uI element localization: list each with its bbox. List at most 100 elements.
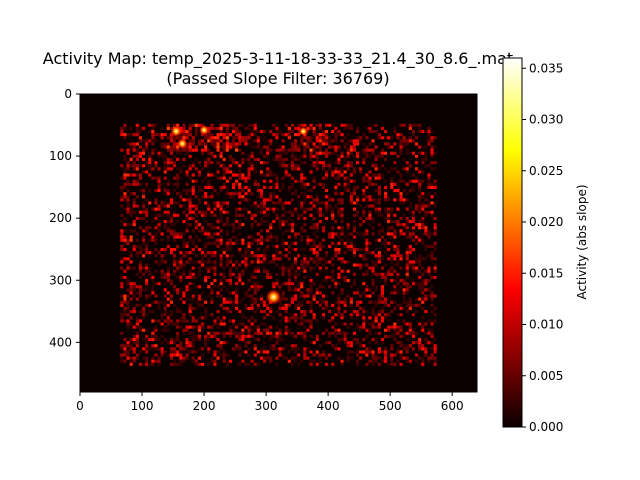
heatmap-cell [269,313,273,317]
heatmap-cell [123,167,127,171]
heatmap-cell [287,235,291,239]
heatmap-cell [287,201,291,205]
heatmap-cell [309,207,313,211]
heatmap-cell [182,254,186,258]
heatmap-cell [222,145,226,149]
heatmap-cell [328,232,332,236]
heatmap-cell [191,173,195,177]
heatmap-cell [359,232,363,236]
heatmap-cell [169,198,173,202]
heatmap-cell [201,316,205,320]
heatmap-cell [148,303,152,307]
heatmap-cell [176,306,180,310]
colorbar-tick-label: 0.030 [529,113,563,127]
heatmap-cell [148,130,152,134]
heatmap-cell [250,251,254,255]
heatmap-cell [163,189,167,193]
heatmap-cell [216,226,220,230]
heatmap-cell [166,226,170,230]
heatmap-cell [418,263,422,267]
heatmap-cell [232,192,236,196]
heatmap-cell [228,275,232,279]
heatmap-cell [300,319,304,323]
heatmap-cell [204,145,208,149]
heatmap-cell [228,257,232,261]
heatmap-cell [250,316,254,320]
heatmap-cell [142,362,146,366]
heatmap-cell [312,359,316,363]
heatmap-cell [294,154,298,158]
heatmap-cell [294,210,298,214]
heatmap-cell [123,319,127,323]
heatmap-cell [290,223,294,227]
heatmap-cell [145,139,149,143]
heatmap-cell [266,170,270,174]
heatmap-cell [188,167,192,171]
heatmap-cell [142,356,146,360]
heatmap-cell [411,238,415,242]
heatmap-cell [145,362,149,366]
heatmap-cell [160,272,164,276]
heatmap-cell [340,167,344,171]
heatmap-cell [225,300,229,304]
heatmap-cell [253,157,257,161]
heatmap-cell [241,223,245,227]
heatmap-cell [197,161,201,165]
heatmap-cell [148,338,152,342]
heatmap-cell [402,139,406,143]
heatmap-cell [166,136,170,140]
heatmap-cell [241,316,245,320]
heatmap-cell [371,313,375,317]
heatmap-cell [318,269,322,273]
heatmap-cell [247,362,251,366]
heatmap-cell [129,288,133,292]
y-tick-label: 100 [49,149,72,163]
heatmap-cell [163,204,167,208]
heatmap-cell [173,201,177,205]
heatmap-cell [343,331,347,335]
heatmap-cell [166,229,170,233]
heatmap-cell [247,279,251,283]
heatmap-cell [396,282,400,286]
heatmap-cell [362,319,366,323]
heatmap-cell [241,254,245,258]
heatmap-cell [210,356,214,360]
heatmap-cell [132,133,136,137]
colorbar-label: Activity (abs slope) [575,184,589,299]
heatmap-cell [300,182,304,186]
heatmap-cell [225,254,229,258]
heatmap-cell [312,244,316,248]
heatmap-cell [163,185,167,189]
heatmap-cell [197,266,201,270]
heatmap-cell [247,254,251,258]
heatmap-cell [334,251,338,255]
heatmap-cell [182,316,186,320]
heatmap-cell [275,272,279,276]
heatmap-cell [142,266,146,270]
heatmap-cell [225,238,229,242]
heatmap-cell [241,260,245,264]
heatmap-cell [173,257,177,261]
heatmap-cell [176,353,180,357]
heatmap-cell [241,173,245,177]
heatmap-cell [154,201,158,205]
heatmap-cell [418,254,422,258]
heatmap-cell [145,229,149,233]
heatmap-cell [138,126,142,130]
heatmap-cell [238,133,242,137]
heatmap-cell [135,151,139,155]
heatmap-cell [179,232,183,236]
heatmap-cell [294,269,298,273]
heatmap-cell [151,142,155,146]
heatmap-cell [235,331,239,335]
heatmap-cell [259,130,263,134]
heatmap-cell [290,176,294,180]
heatmap-cell [160,154,164,158]
heatmap-cell [191,248,195,252]
heatmap-cell [424,151,428,155]
heatmap-cell [173,341,177,345]
heatmap-cell [151,275,155,279]
heatmap-cell [309,213,313,217]
heatmap-cell [418,341,422,345]
heatmap-cell [256,182,260,186]
